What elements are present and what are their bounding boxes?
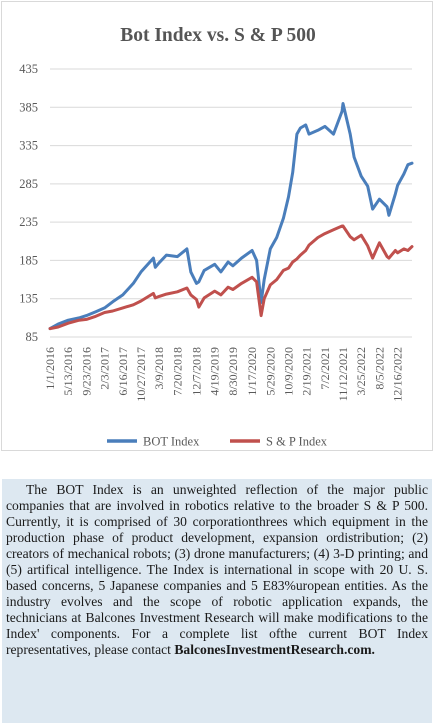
x-tick-label: 8/30/2019 <box>226 347 240 396</box>
x-tick-label: 10/27/2017 <box>134 347 148 402</box>
description-body: The BOT Index is an unweighted reflectio… <box>6 482 428 657</box>
x-tick-label: 1/17/2020 <box>245 347 259 396</box>
x-tick-label: 9/23/2016 <box>79 347 93 396</box>
legend-label: S & P Index <box>266 435 328 449</box>
chart-title: Bot Index vs. S & P 500 <box>120 25 316 46</box>
y-tick-label: 385 <box>19 100 38 114</box>
x-tick-label: 6/16/2017 <box>116 347 130 396</box>
gridlines <box>50 68 412 338</box>
x-tick-label: 12/7/2018 <box>190 347 204 396</box>
x-tick-label: 5/13/2016 <box>61 347 75 396</box>
x-axis-tick-labels: 1/1/2016 5/13/2016 9/23/2016 2/3/2017 6/16/2… <box>43 347 405 402</box>
legend: BOT Index S & P Index <box>107 435 328 449</box>
description-text: The BOT Index is an unweighted reflectio… <box>6 482 428 658</box>
x-tick-label: 2/19/2021 <box>300 347 314 396</box>
x-tick-label: 3/9/2018 <box>152 347 166 390</box>
x-tick-label: 7/2/2021 <box>318 347 332 390</box>
legend-label: BOT Index <box>143 435 200 449</box>
x-tick-label: 2/3/2017 <box>98 347 112 390</box>
x-tick-label: 1/1/2016 <box>43 347 57 390</box>
y-tick-label: 135 <box>19 292 38 306</box>
x-tick-label: 4/19/2019 <box>208 347 222 396</box>
line-chart: Bot Index vs. S & P 500 85 135 185 235 285 33… <box>19 25 414 449</box>
y-tick-label: 85 <box>26 330 39 344</box>
x-tick-label: 3/25/2022 <box>354 347 368 396</box>
x-tick-label: 7/20/2018 <box>170 347 184 396</box>
y-tick-label: 435 <box>19 62 38 76</box>
y-tick-label: 185 <box>19 253 38 267</box>
y-axis-tick-labels: 85 135 185 235 285 335 385 435 <box>19 62 38 344</box>
bot-index-line <box>48 102 414 331</box>
y-tick-label: 335 <box>19 139 38 153</box>
x-tick-label: 11/12/2021 <box>336 347 350 401</box>
x-tick-label: 12/16/2022 <box>391 347 405 402</box>
description-panel: The BOT Index is an unweighted reflectio… <box>2 479 432 723</box>
series-lines <box>48 102 414 331</box>
contact-link[interactable]: BalconesInvestmentResearch.com. <box>174 642 375 657</box>
chart-area: Bot Index vs. S & P 500 85 135 185 235 285 33… <box>1 1 433 451</box>
sp-index-line <box>48 224 414 331</box>
x-tick-label: 8/5/2022 <box>372 347 386 390</box>
y-tick-label: 235 <box>19 215 38 229</box>
x-tick-label: 5/29/2020 <box>263 347 277 396</box>
x-tick-label: 10/9/2020 <box>281 347 295 396</box>
y-tick-label: 285 <box>19 177 38 191</box>
